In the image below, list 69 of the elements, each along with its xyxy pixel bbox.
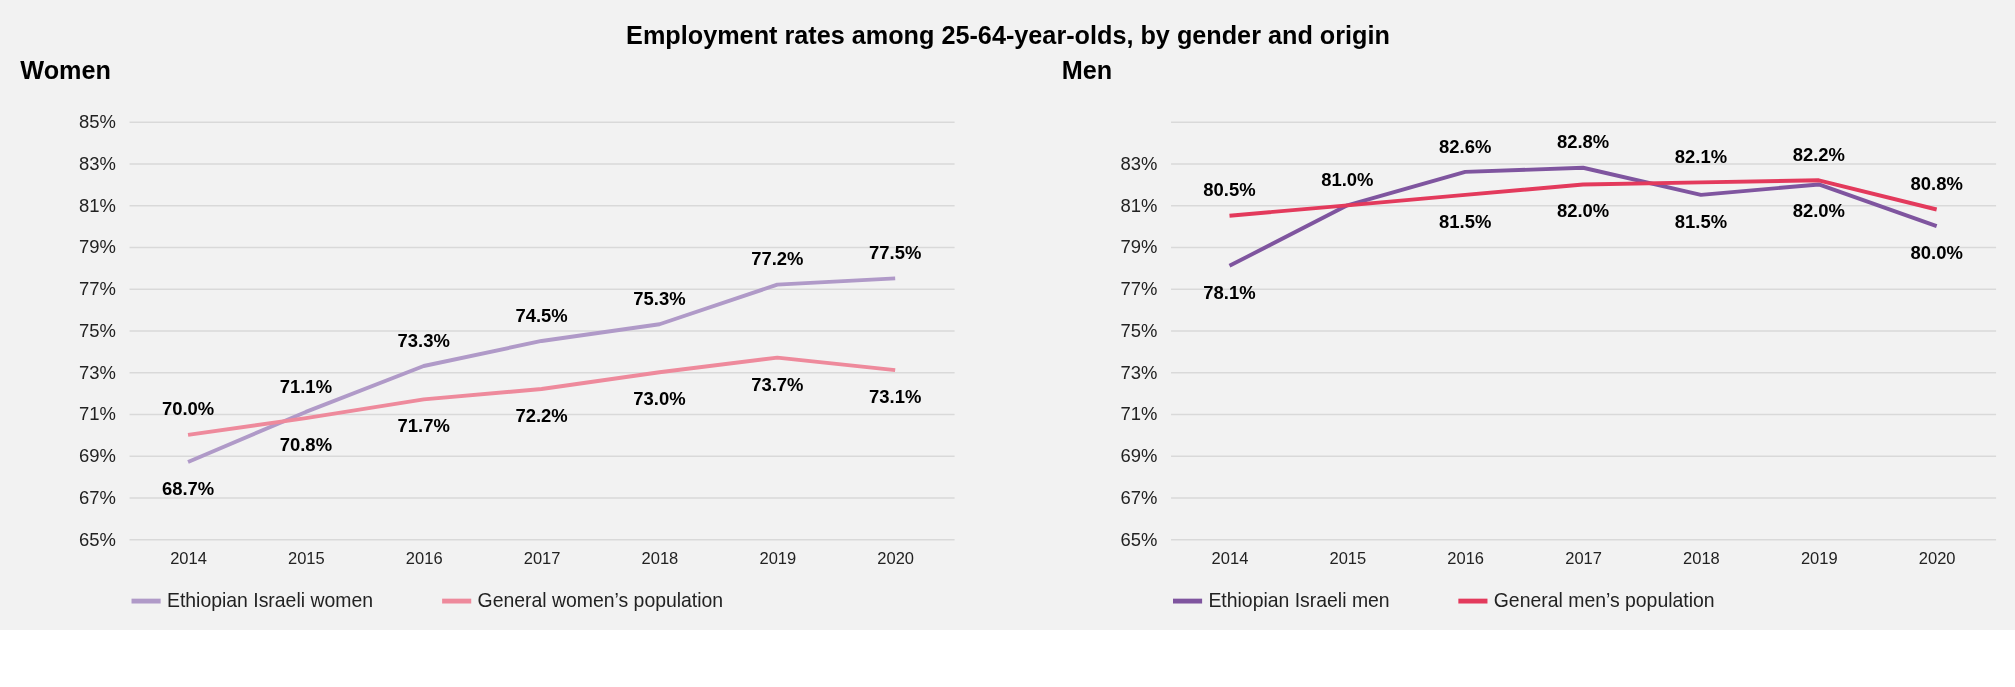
y-tick-label: 65% [1120,528,1158,550]
x-tick-label: 2014 [170,548,207,567]
x-tick-label: 2014 [1211,548,1249,567]
y-tick-label: 81% [1120,194,1158,216]
data-label: 71.1% [279,375,333,397]
y-tick-label: 73% [1120,361,1158,383]
data-label: 82.2% [1792,143,1845,165]
data-label: 81.0% [1321,168,1374,190]
data-label: 73.0% [633,388,686,410]
legend-label: General men’s population [1493,588,1715,611]
legend-label: Ethiopian Israeli men [1208,588,1390,611]
chart-subtitle: Men [1061,56,1113,85]
data-label: 75.3% [633,287,686,309]
data-label: 77.2% [751,248,804,270]
data-label: 70.0% [161,398,215,420]
y-tick-label: 71% [1120,403,1158,425]
y-tick-label: 79% [79,236,116,258]
x-tick-label: 2020 [877,548,915,567]
y-tick-label: 77% [79,278,116,300]
y-tick-label: 69% [1120,445,1158,467]
data-label: 78.1% [1203,281,1256,303]
data-label: 73.1% [869,386,922,408]
x-tick-label: 2016 [405,548,443,567]
data-label: 82.0% [1792,200,1845,222]
y-tick-label: 69% [79,445,116,467]
legend-label: General women’s population [477,588,724,611]
legend-label: Ethiopian Israeli women [166,588,373,611]
data-label: 81.5% [1439,210,1492,232]
y-tick-label: 75% [79,319,116,341]
y-tick-label: 77% [1120,278,1158,300]
y-tick-label: 75% [1120,319,1158,341]
y-tick-label: 83% [1120,152,1158,174]
x-tick-label: 2018 [641,548,679,567]
data-label: 73.7% [751,373,804,395]
x-tick-label: 2015 [1329,548,1367,567]
y-tick-label: 65% [79,528,116,550]
data-label: 82.6% [1439,135,1492,157]
x-tick-label: 2019 [1800,548,1838,567]
y-tick-label: 79% [1120,236,1158,258]
data-label: 80.5% [1203,179,1256,201]
x-tick-label: 2017 [523,548,561,567]
x-tick-label: 2018 [1683,548,1720,567]
y-tick-label: 67% [79,486,116,508]
data-label: 74.5% [515,304,568,326]
data-label: 73.3% [397,329,450,351]
y-tick-label: 73% [79,361,116,383]
data-label: 68.7% [161,478,215,499]
data-label: 82.1% [1674,145,1728,167]
x-tick-label: 2015 [288,548,325,567]
data-label: 80.8% [1910,173,1963,195]
data-label: 72.2% [515,404,568,426]
x-tick-label: 2020 [1918,548,1956,567]
chart-subtitle: Women [20,56,111,85]
y-tick-label: 83% [79,152,116,174]
data-label: 82.8% [1556,131,1610,153]
y-tick-label: 67% [1120,486,1158,508]
data-label: 77.5% [869,241,922,263]
data-label: 70.8% [279,434,333,456]
y-tick-label: 85% [79,111,116,133]
y-tick-label: 81% [79,194,116,216]
y-tick-label: 71% [79,403,116,425]
x-tick-label: 2017 [1565,548,1602,567]
x-tick-label: 2016 [1447,548,1485,567]
data-label: 71.7% [397,415,450,437]
text: Employment rates among 25-64-year-olds, by gender and origin [626,21,1390,50]
x-tick-label: 2019 [759,548,797,567]
data-label: 82.0% [1556,200,1610,222]
data-label: 81.5% [1674,210,1728,232]
data-label: 80.0% [1910,242,1963,264]
